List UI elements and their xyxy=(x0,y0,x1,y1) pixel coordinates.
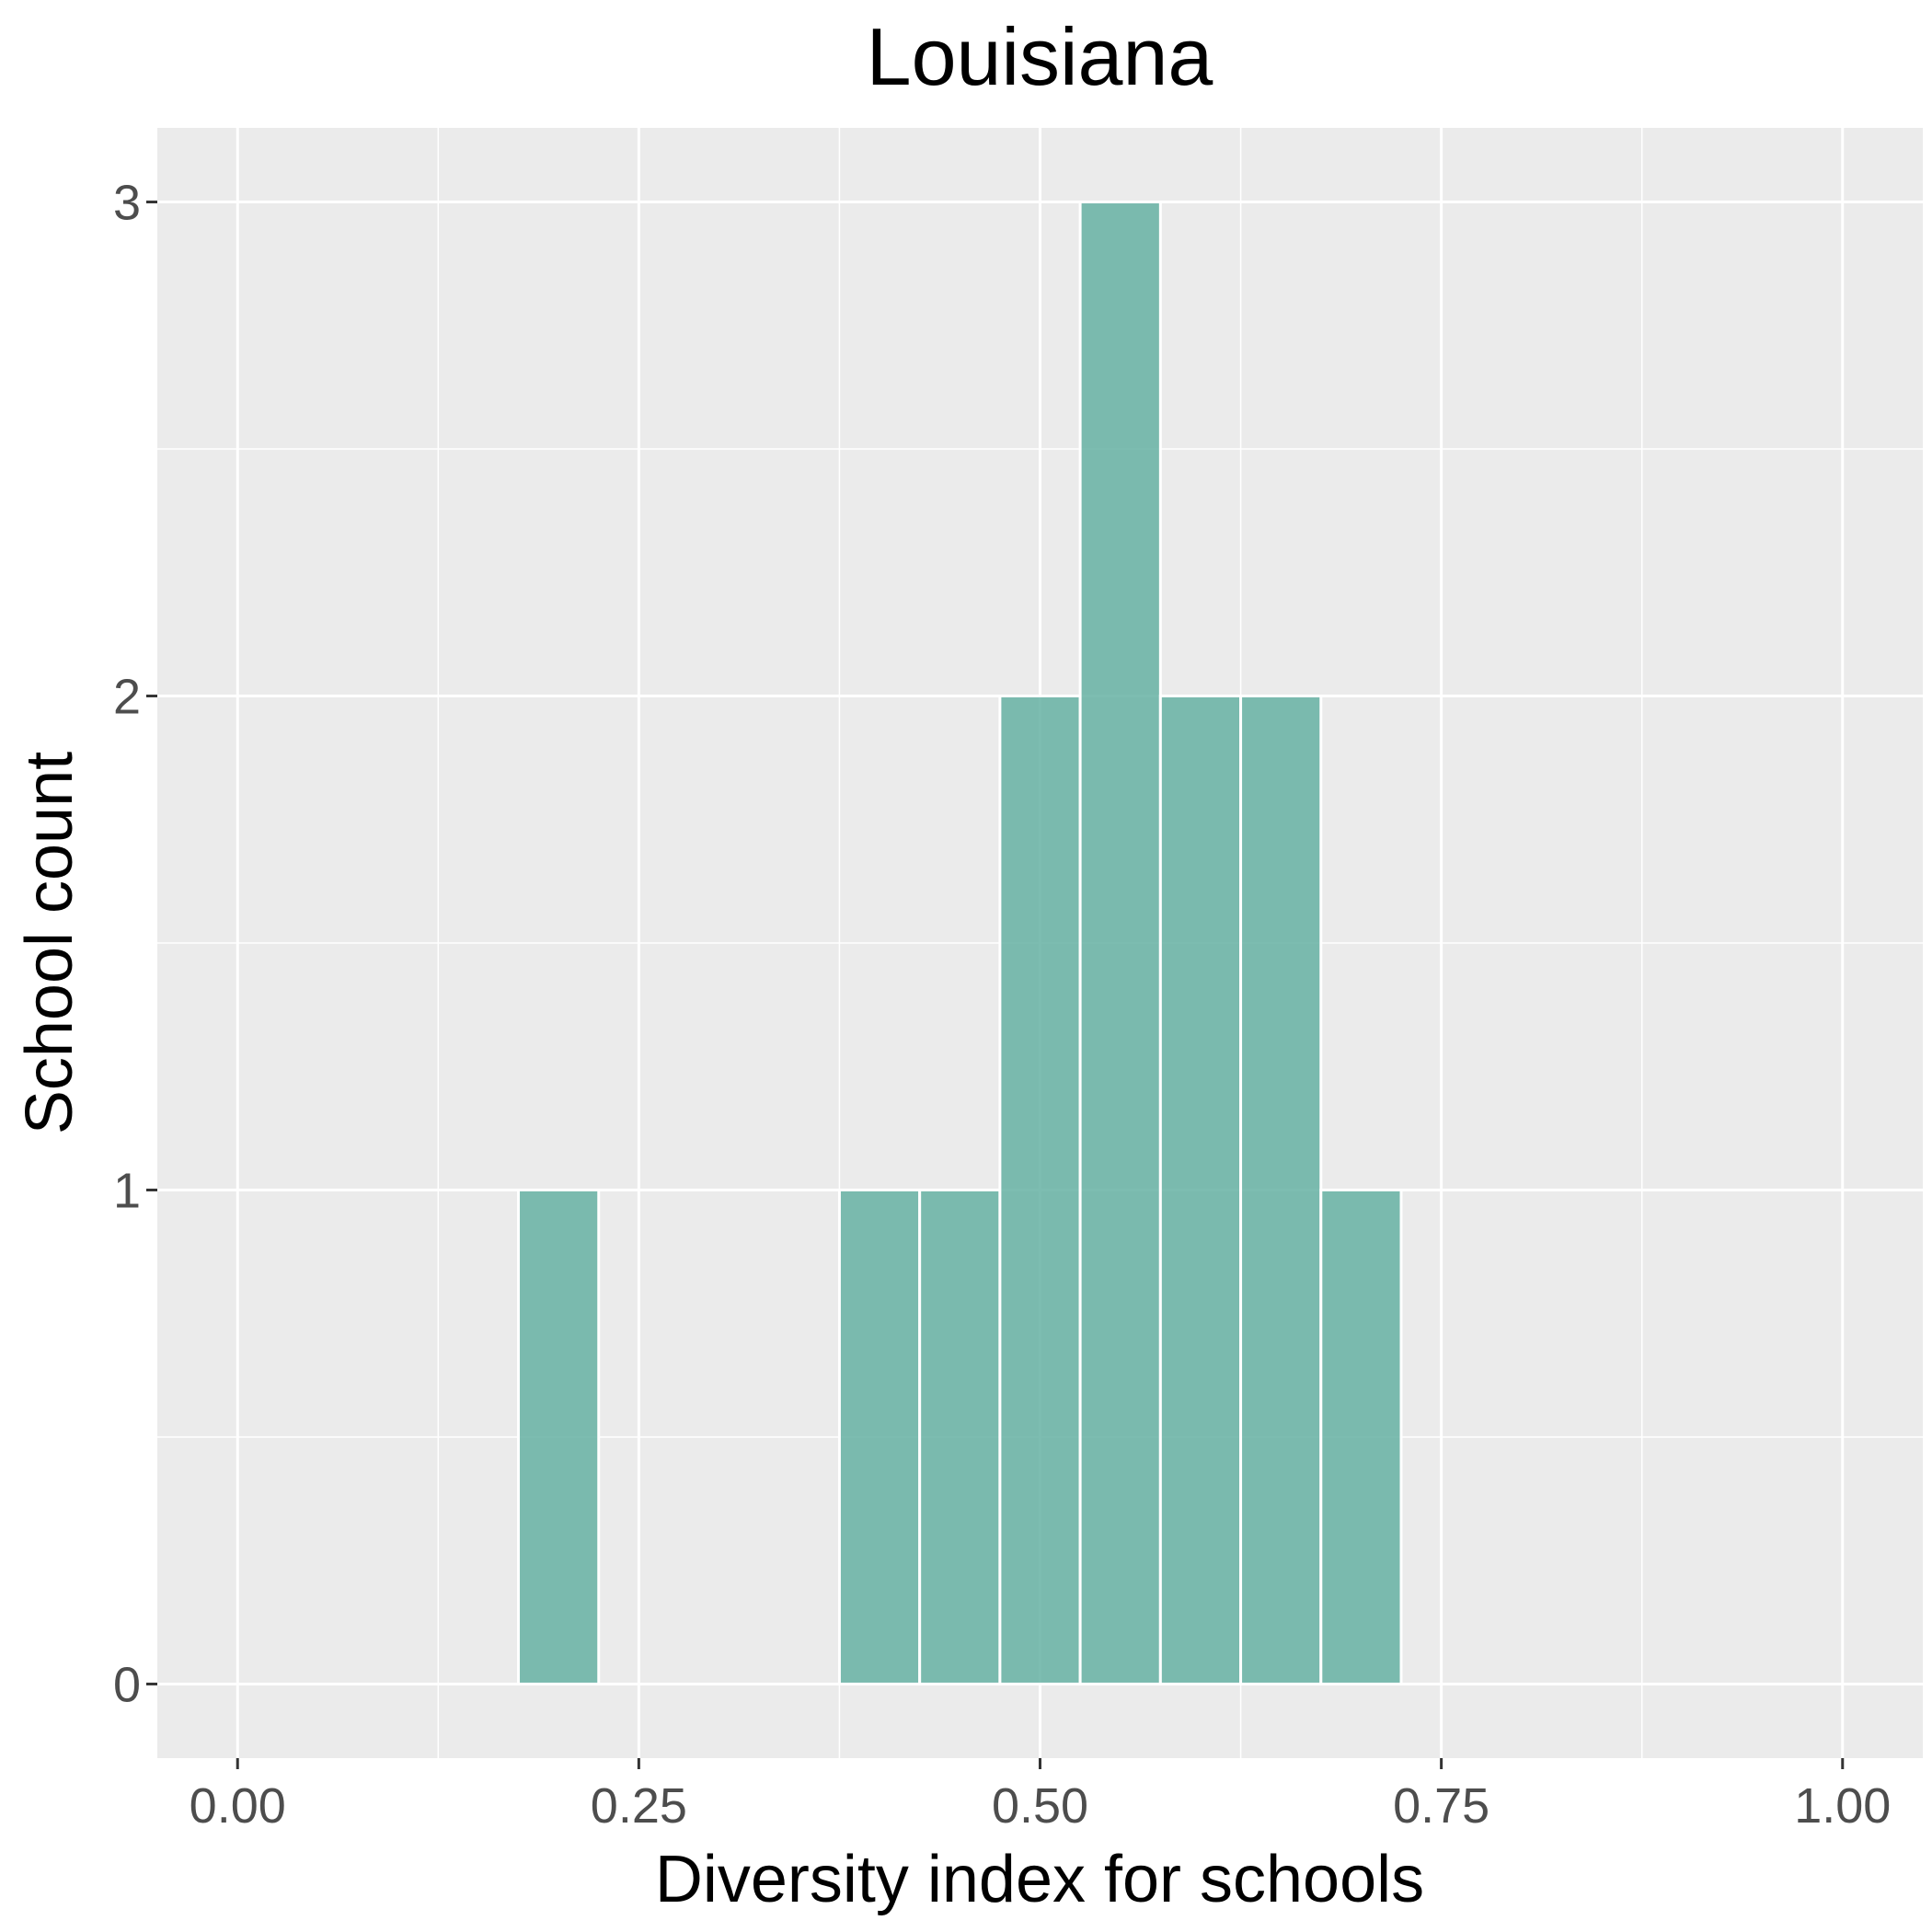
histogram-bar xyxy=(918,1188,1002,1685)
x-tick-label: 0.50 xyxy=(992,1778,1088,1834)
x-tick-labels: 0.00 0.25 0.50 0.75 1.00 xyxy=(190,1778,1892,1834)
y-axis-title: School count xyxy=(13,752,86,1134)
histogram-bar xyxy=(1078,201,1162,1685)
x-axis-title: Diversity index for schools xyxy=(655,1843,1424,1916)
x-tick-label: 0.25 xyxy=(591,1778,687,1834)
histogram-bars xyxy=(517,201,1403,1685)
axis-ticks xyxy=(146,201,1845,1769)
histogram-bar xyxy=(1239,695,1323,1685)
y-tick-label: 3 xyxy=(113,176,141,231)
y-tick-labels: 0 1 2 3 xyxy=(113,176,141,1713)
histogram-bar xyxy=(837,1188,922,1685)
x-tick-label: 1.00 xyxy=(1794,1778,1891,1834)
chart-title: Louisiana xyxy=(867,11,1213,102)
x-tick-label: 0.00 xyxy=(190,1778,286,1834)
histogram-bar xyxy=(517,1188,601,1685)
y-tick-label: 2 xyxy=(113,670,141,725)
y-tick-label: 0 xyxy=(113,1657,141,1712)
histogram-bar xyxy=(1158,695,1243,1685)
histogram-bar xyxy=(1319,1188,1403,1685)
histogram-bar xyxy=(998,695,1082,1685)
y-tick-label: 1 xyxy=(113,1163,141,1218)
x-tick-label: 0.75 xyxy=(1393,1778,1489,1834)
